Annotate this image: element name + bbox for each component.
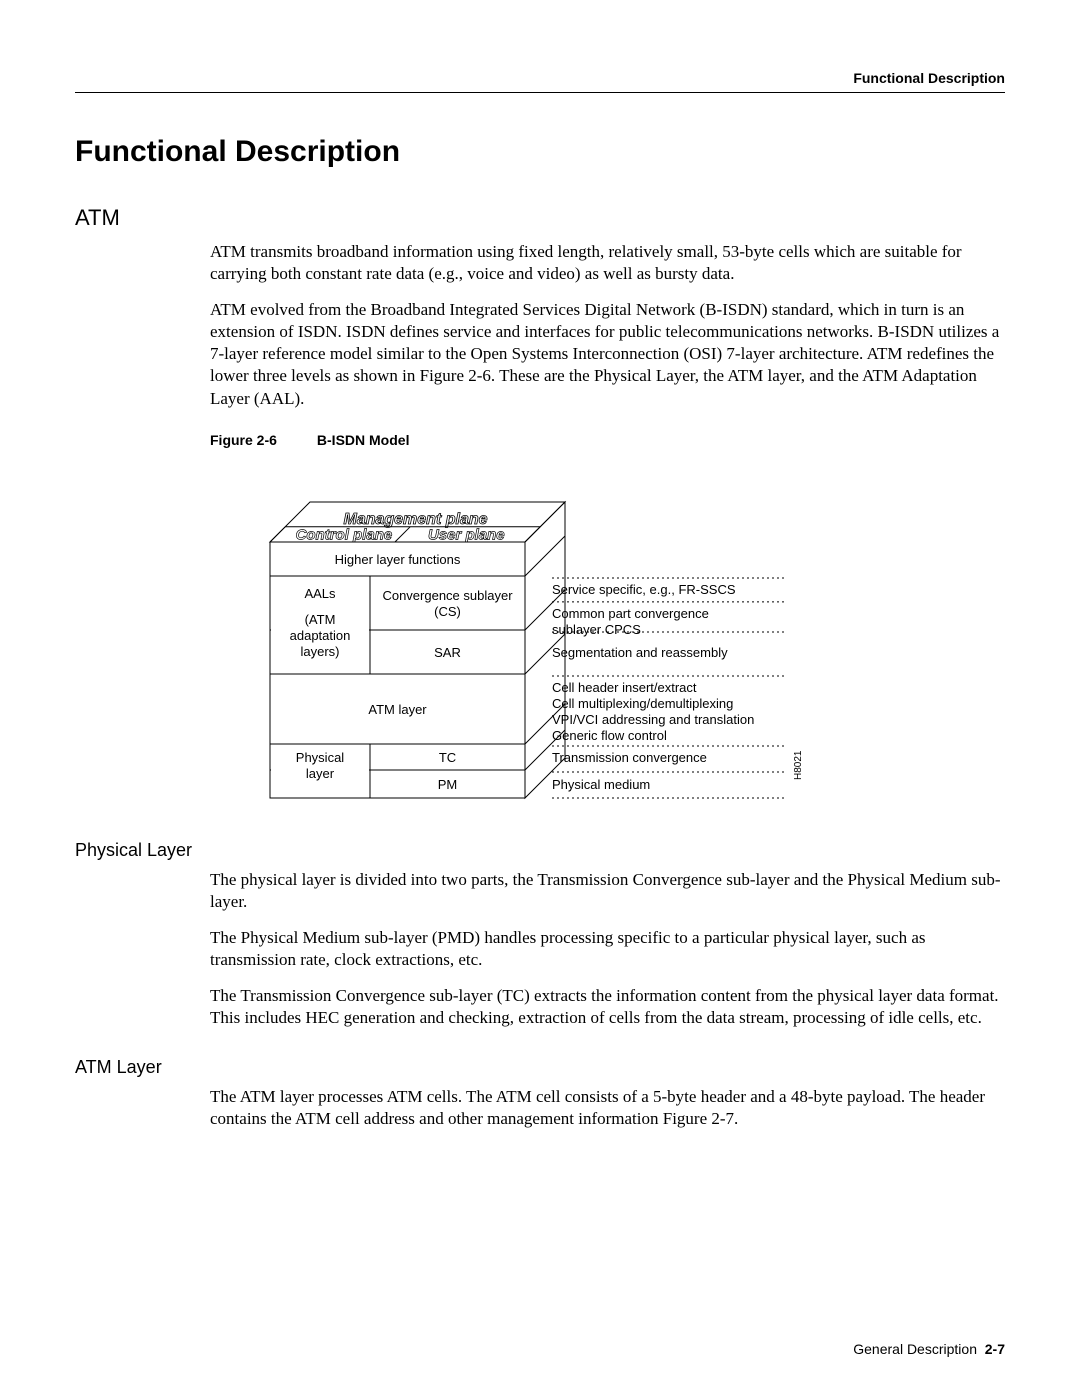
svg-text:sublayer CPCS: sublayer CPCS [552,622,641,637]
svg-text:Physical: Physical [296,750,345,765]
atm-body: ATM transmits broadband information usin… [210,241,1005,812]
page-title: Functional Description [75,135,1005,169]
svg-text:User plane: User plane [428,526,505,543]
page-footer: General Description 2-7 [853,1341,1005,1357]
svg-text:Convergence sublayer: Convergence sublayer [382,588,513,603]
svg-text:Segmentation and reassembly: Segmentation and reassembly [552,645,728,660]
svg-text:VPI/VCI addressing and transla: VPI/VCI addressing and translation [552,712,754,727]
svg-text:H8021: H8021 [793,750,804,780]
svg-text:Common part convergence: Common part convergence [552,606,709,621]
header-rule [75,92,1005,93]
physical-body: The physical layer is divided into two p… [210,869,1005,1030]
svg-text:Physical medium: Physical medium [552,777,650,792]
footer-page: 2-7 [985,1341,1005,1357]
section-atmlayer-heading: ATM Layer [75,1057,1005,1078]
svg-text:layers): layers) [300,644,339,659]
svg-text:(ATM: (ATM [305,612,336,627]
physical-p3: The Transmission Convergence sub-layer (… [210,985,1005,1029]
svg-text:adaptation: adaptation [290,628,351,643]
physical-p1: The physical layer is divided into two p… [210,869,1005,913]
page: Functional Description Functional Descri… [0,0,1080,1397]
svg-text:SAR: SAR [434,645,461,660]
svg-text:Transmission convergence: Transmission convergence [552,750,707,765]
svg-text:Service specific, e.g., FR-SSC: Service specific, e.g., FR-SSCS [552,582,736,597]
footer-text: General Description [853,1341,977,1357]
atm-p2: ATM evolved from the Broadband Integrate… [210,299,1005,409]
physical-p2: The Physical Medium sub-layer (PMD) hand… [210,927,1005,971]
figure-caption: Figure 2-6 B-ISDN Model [210,432,1005,448]
svg-text:Cell header insert/extract: Cell header insert/extract [552,680,697,695]
atmlayer-body: The ATM layer processes ATM cells. The A… [210,1086,1005,1130]
svg-text:TC: TC [439,750,456,765]
svg-text:Cell multiplexing/demultiplexi: Cell multiplexing/demultiplexing [552,696,733,711]
atmlayer-p1: The ATM layer processes ATM cells. The A… [210,1086,1005,1130]
bisdn-diagram: Management planeControl planeUser planeH… [210,462,930,812]
svg-text:Generic flow control: Generic flow control [552,728,667,743]
svg-text:(CS): (CS) [434,604,461,619]
svg-text:AALs: AALs [304,586,336,601]
svg-text:Control plane: Control plane [296,526,393,543]
svg-text:PM: PM [438,777,458,792]
svg-text:ATM layer: ATM layer [368,702,427,717]
figure-2-6: Management planeControl planeUser planeH… [210,462,930,812]
figure-label: Figure 2-6 [210,432,277,448]
svg-text:layer: layer [306,766,335,781]
section-atm-heading: ATM [75,205,1005,231]
section-physical-heading: Physical Layer [75,840,1005,861]
figure-title: B-ISDN Model [317,432,410,448]
atm-p1: ATM transmits broadband information usin… [210,241,1005,285]
running-head: Functional Description [75,70,1005,86]
svg-text:Higher layer functions: Higher layer functions [335,552,461,567]
